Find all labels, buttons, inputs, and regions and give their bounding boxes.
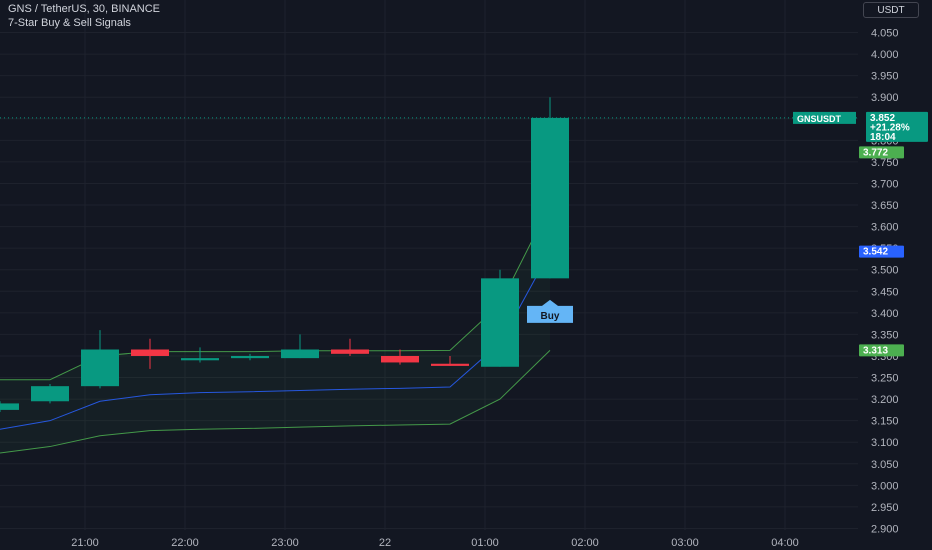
y-tick-label: 2.900: [871, 524, 899, 536]
grid-lines: [0, 0, 858, 530]
y-tick-label: 3.450: [871, 286, 899, 298]
time-axis[interactable]: 20:0021:0022:0023:002201:0002:0003:0004:…: [0, 537, 799, 549]
y-tick-label: 3.500: [871, 265, 899, 277]
x-tick-label: 02:00: [571, 537, 599, 549]
candle-body[interactable]: [331, 349, 369, 354]
y-tick-label: 3.000: [871, 480, 899, 492]
y-tick-label: 3.750: [871, 157, 899, 169]
price-axis[interactable]: 2.900 2.950 3.000 3.050 3.100 3.150 3.200 3.250…: [871, 28, 899, 536]
buy-signal-label: Buy: [541, 311, 560, 322]
signal-labels: Buy: [527, 299, 573, 323]
y-tick-label: 3.250: [871, 373, 899, 385]
candle-body[interactable]: [31, 386, 69, 402]
band-fill: [0, 205, 550, 454]
candle-body[interactable]: [81, 349, 119, 387]
currency-button[interactable]: USDT: [863, 2, 919, 18]
y-tick-label: 3.100: [871, 437, 899, 449]
last-price-tag-text: 3.852: [870, 113, 895, 124]
upper-band-tag-text: 3.772: [863, 147, 888, 158]
candlesticks[interactable]: [0, 97, 569, 413]
y-tick-label: 3.400: [871, 308, 899, 320]
lower-band-line: [0, 350, 551, 454]
last-price-tag-text: +21.28%: [870, 122, 910, 133]
candle-body[interactable]: [231, 355, 269, 359]
y-tick-label: 3.150: [871, 416, 899, 428]
y-tick-label: 3.650: [871, 200, 899, 212]
candle-body[interactable]: [0, 403, 19, 410]
mid-band-line: [0, 251, 551, 430]
candle-body[interactable]: [381, 355, 419, 363]
mid-band-tag-bg: [859, 245, 904, 258]
last-price-tag-bg: [866, 111, 928, 142]
y-tick-label: 2.950: [871, 502, 899, 514]
y-tick-label: 3.950: [871, 71, 899, 83]
band-fill-area: [0, 205, 550, 454]
symbol-title: GNS / TetherUS, 30, BINANCE: [8, 3, 161, 15]
last-price-tag-text: 18:04: [870, 132, 896, 143]
y-tick-label: 3.700: [871, 178, 899, 190]
x-tick-label: 22: [379, 537, 391, 549]
y-tick-label: 3.600: [871, 222, 899, 234]
y-tick-label: 3.050: [871, 459, 899, 471]
y-tick-label: 3.350: [871, 329, 899, 341]
x-tick-label: 22:00: [171, 537, 199, 549]
indicator-title: 7-Star Buy & Sell Signals: [8, 17, 131, 29]
y-tick-label: 3.200: [871, 394, 899, 406]
x-tick-label: 23:00: [271, 537, 299, 549]
candle-body[interactable]: [281, 349, 319, 359]
candle-body[interactable]: [431, 363, 469, 366]
x-tick-label: 04:00: [771, 537, 799, 549]
buy-signal-marker: [527, 299, 573, 323]
price-tags: GNSUSDT 3.852+21.28%18:04 3.772 3.542 3.313: [793, 111, 928, 357]
candle-body[interactable]: [481, 278, 519, 367]
symbol-tag-bg: [793, 111, 856, 124]
y-tick-label: 3.900: [871, 92, 899, 104]
candle-body[interactable]: [181, 358, 219, 361]
upper-band-tag-bg: [859, 146, 904, 159]
lower-band-tag-text: 3.313: [863, 345, 888, 356]
mid-band-tag-text: 3.542: [863, 247, 888, 258]
x-tick-label: 21:00: [71, 537, 99, 549]
symbol-tag-text: GNSUSDT: [797, 114, 842, 124]
candle-body[interactable]: [131, 349, 169, 356]
y-tick-label: 4.000: [871, 49, 899, 61]
candle-body[interactable]: [531, 117, 569, 279]
x-tick-label: 03:00: [671, 537, 699, 549]
y-tick-label: 4.050: [871, 28, 899, 40]
x-tick-label: 01:00: [471, 537, 499, 549]
lower-band-tag-bg: [859, 344, 904, 357]
